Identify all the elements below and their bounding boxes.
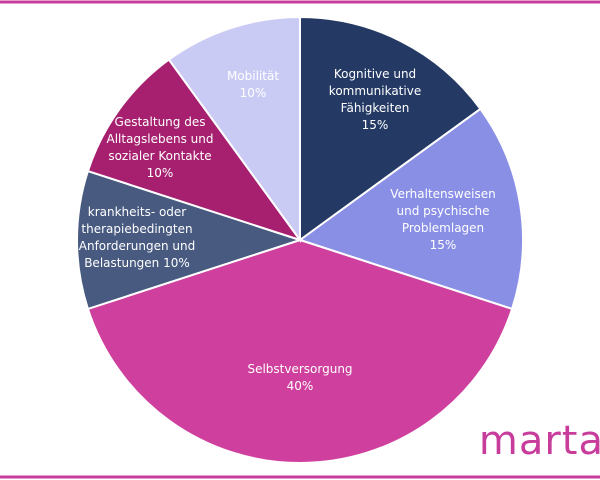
- pie-slice: [76, 169, 304, 311]
- slice-label: Mobilität 10%: [213, 68, 293, 102]
- category-label: Selbstversorgung: [247, 362, 353, 376]
- pie-slice: [299, 15, 482, 242]
- category-label: Verhaltensweisen und psychische Probleml…: [390, 187, 496, 235]
- value-label: 10%: [163, 256, 190, 270]
- pie-slice: [297, 107, 524, 311]
- value-label: 40%: [286, 379, 314, 393]
- category-label: krankheits- oder therapiebedingten Anfor…: [78, 205, 196, 270]
- value-label: 15%: [429, 238, 457, 252]
- value-label: 10%: [239, 86, 267, 100]
- pie-slice: [86, 58, 303, 242]
- pie-slice: [167, 15, 301, 244]
- category-label: Gestaltung des Alltagslebens und soziale…: [106, 115, 214, 163]
- slice-label: krankheits- oder therapiebedingten Anfor…: [67, 204, 207, 272]
- slice-label: Verhaltensweisen und psychische Probleml…: [383, 186, 503, 254]
- slice-label: Kognitive und kommunikative Fähigkeiten …: [320, 66, 430, 134]
- pie-slice: [86, 238, 514, 465]
- category-label: Mobilität: [226, 69, 280, 83]
- value-label: 10%: [146, 166, 174, 180]
- slice-label: Gestaltung des Alltagslebens und soziale…: [100, 114, 220, 182]
- value-label: 15%: [361, 118, 389, 132]
- category-label: Kognitive und kommunikative Fähigkeiten: [328, 67, 422, 115]
- slice-label: Selbstversorgung 40%: [230, 361, 370, 395]
- logo: marta: [478, 418, 600, 464]
